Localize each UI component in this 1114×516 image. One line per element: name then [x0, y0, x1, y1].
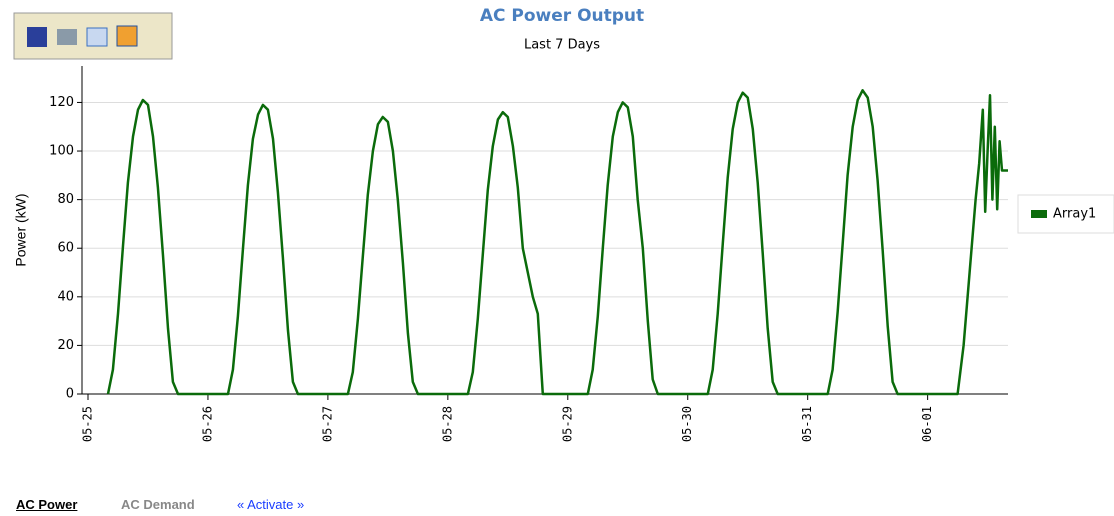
export-button[interactable]	[116, 25, 138, 47]
tab[interactable]: « Activate »	[237, 497, 305, 512]
x-tick-label: 05-28	[440, 406, 454, 442]
email-button[interactable]	[86, 27, 108, 47]
chart-title: AC Power Output	[480, 6, 644, 26]
y-tick-label: 120	[49, 95, 74, 110]
y-tick-label: 20	[57, 338, 74, 353]
x-tick-label: 05-26	[200, 406, 214, 442]
y-tick-label: 60	[57, 241, 74, 256]
tab[interactable]: AC Demand	[121, 497, 195, 512]
y-tick-label: 80	[57, 192, 74, 207]
legend-swatch	[1031, 210, 1047, 218]
plot-area	[82, 66, 1008, 394]
y-tick-label: 40	[57, 289, 74, 304]
y-axis-label: Power (kW)	[13, 193, 29, 266]
chart-subtitle: Last 7 Days	[524, 38, 600, 53]
x-tick-label: 05-30	[680, 406, 694, 442]
x-tick-label: 05-27	[320, 406, 334, 442]
save-button[interactable]	[27, 27, 47, 47]
legend-label: Array1	[1053, 207, 1096, 222]
chart: AC Power Output Last 7 Days Power (kW) 0…	[13, 6, 1114, 442]
x-tick-label: 05-31	[800, 406, 814, 442]
toolbar	[13, 12, 173, 60]
x-tick-label: 06-01	[920, 406, 934, 442]
print-button[interactable]	[57, 29, 77, 45]
tab[interactable]: AC Power	[16, 497, 78, 512]
x-tick-label: 05-25	[80, 406, 94, 442]
line-series	[106, 89, 1008, 396]
y-tick-label: 0	[66, 387, 74, 402]
x-tick-label: 05-29	[560, 406, 574, 442]
y-tick-label: 100	[49, 144, 74, 159]
